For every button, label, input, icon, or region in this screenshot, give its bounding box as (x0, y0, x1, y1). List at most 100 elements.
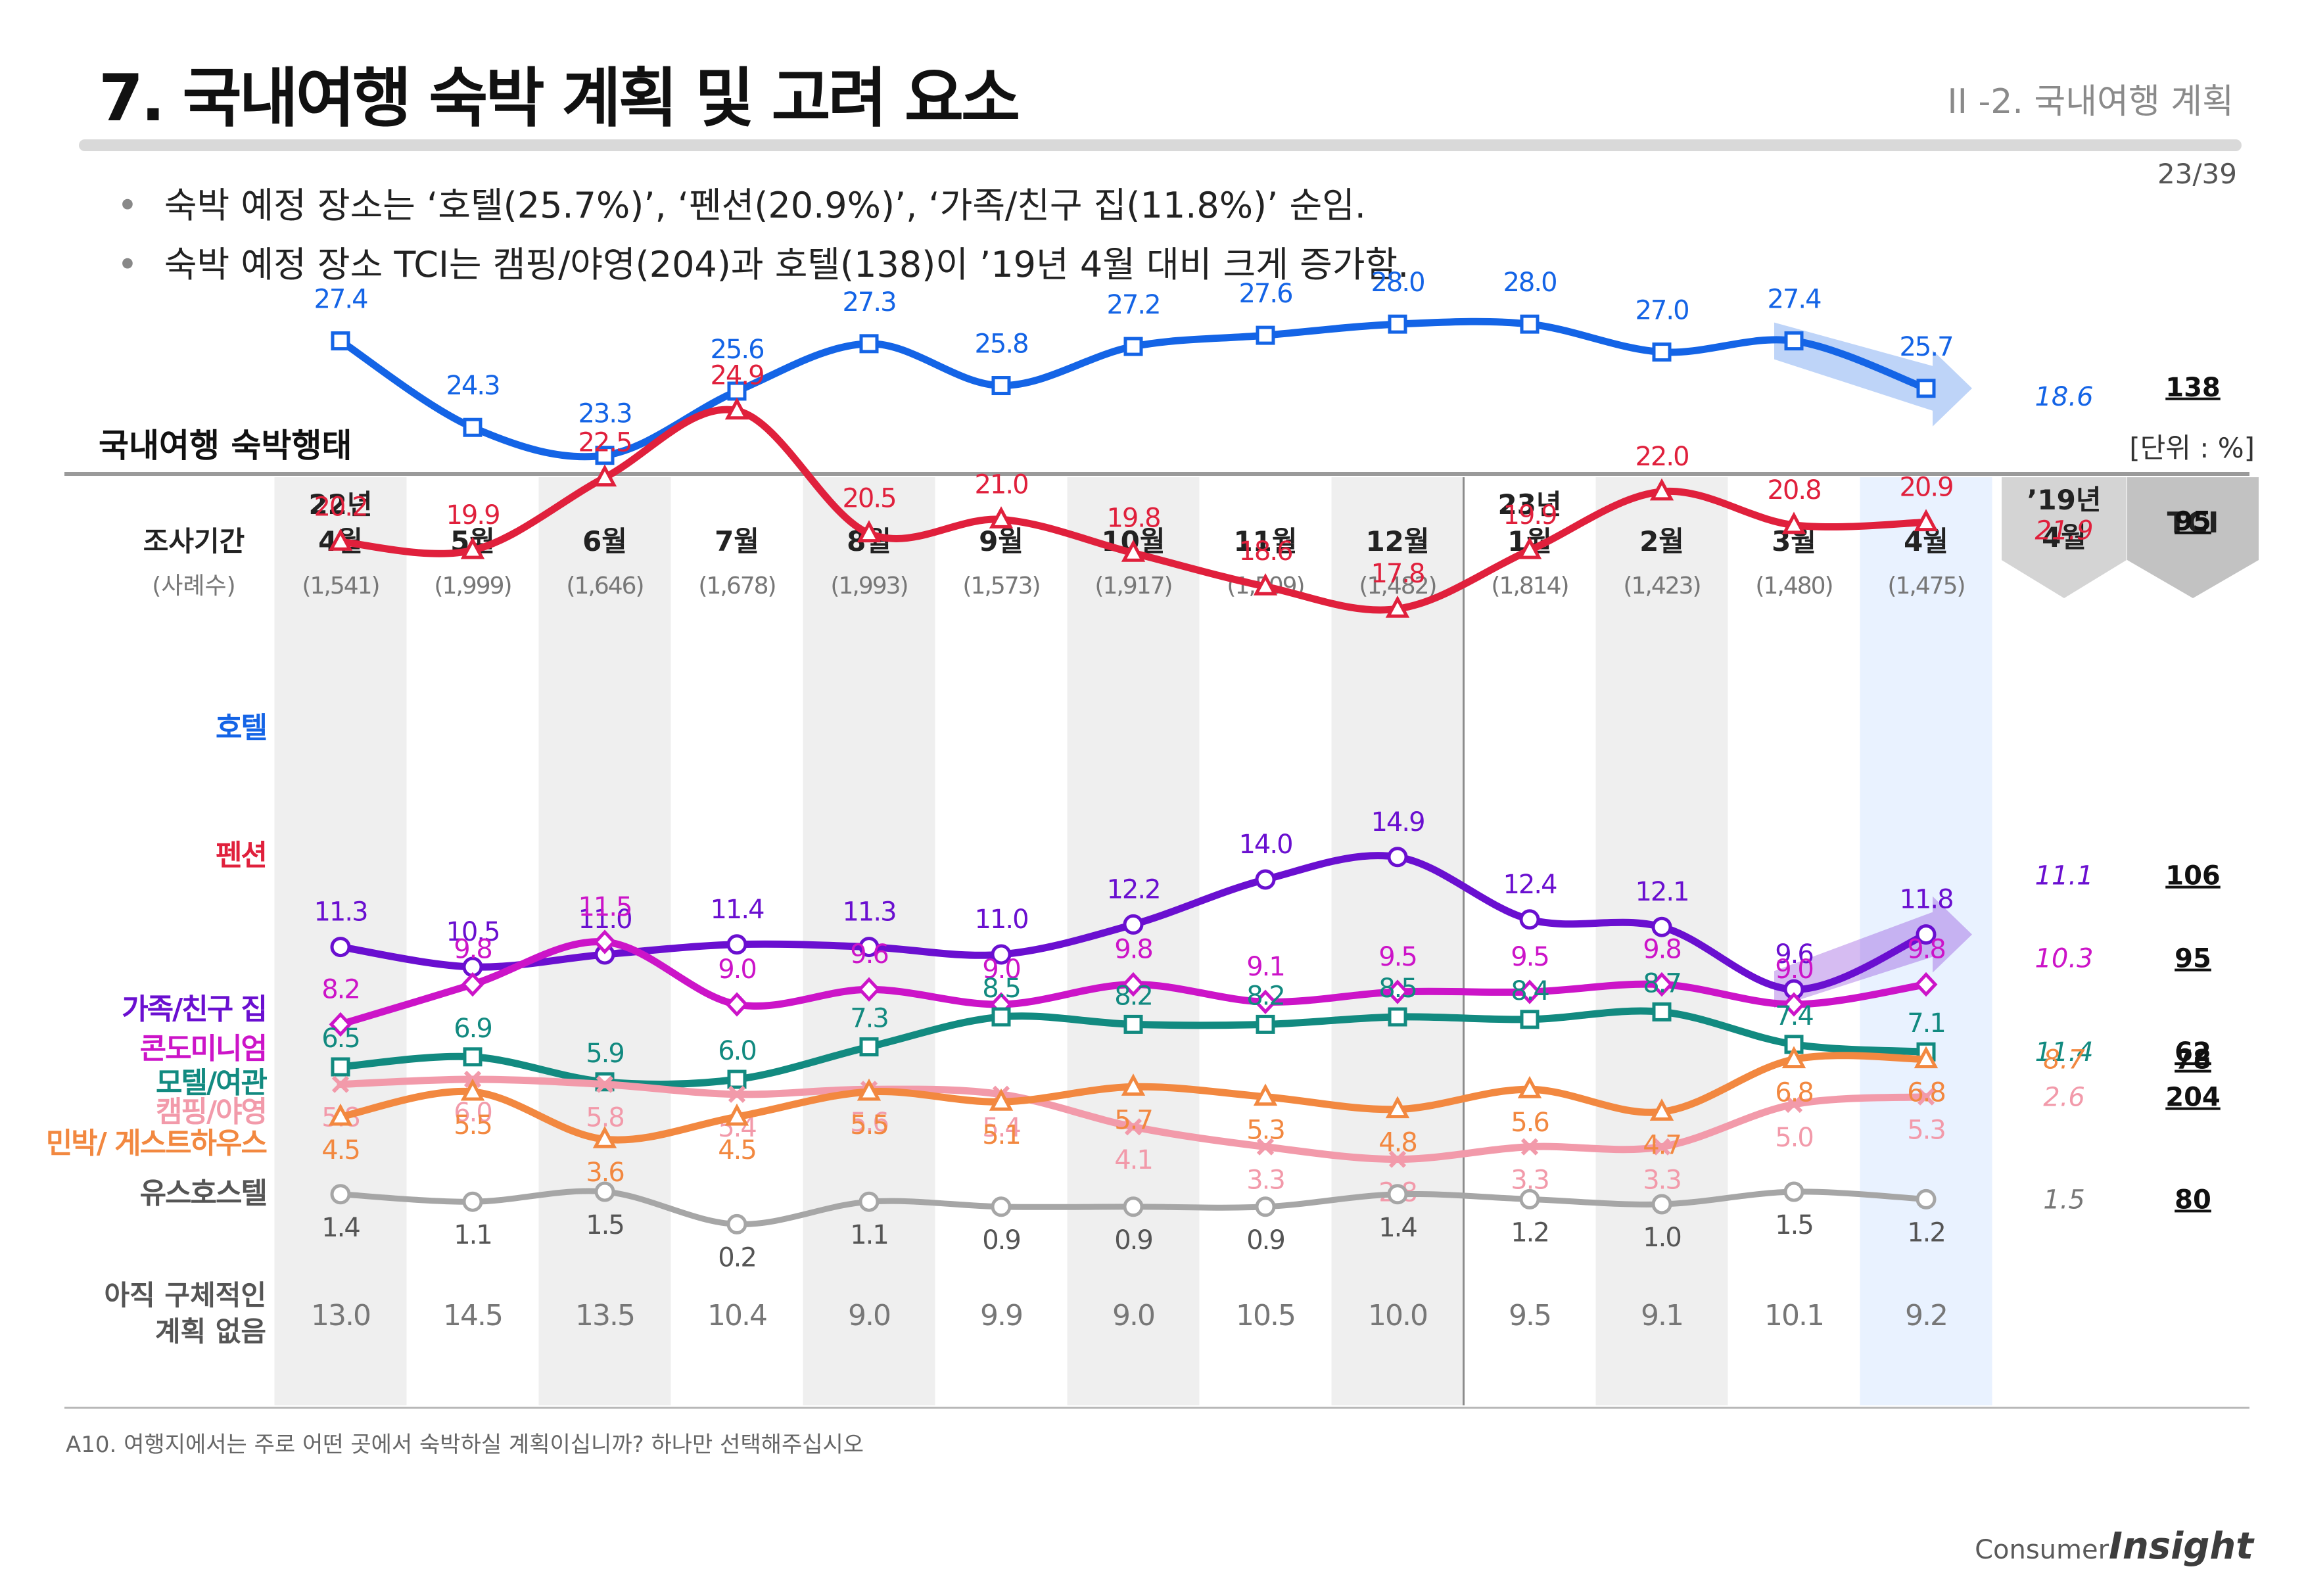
period-sample-size: (1,573) (962, 573, 1039, 599)
data-point-triangle (1121, 540, 1146, 562)
data-point-x (1124, 1118, 1142, 1136)
data-label: 9.6 (1775, 939, 1813, 970)
data-label: 9.0 (982, 954, 1020, 985)
data-label: 0.9 (1114, 1225, 1152, 1256)
data-label: 8.5 (1378, 974, 1417, 1004)
data-label: 28.0 (1503, 268, 1556, 298)
data-point-circle (726, 1213, 747, 1234)
data-label: 9.8 (1114, 935, 1152, 965)
data-label: 12.1 (1635, 877, 1688, 907)
data-point-x (596, 1075, 614, 1093)
bullet-dot: • (117, 185, 138, 226)
data-label: 11.4 (710, 895, 764, 925)
period-sample-size: (1,475) (1887, 573, 1964, 599)
data-label: 9.8 (1643, 935, 1681, 965)
no-plan-value: 9.2 (1905, 1299, 1947, 1332)
data-point-x (1388, 1150, 1407, 1168)
data-label: 1.0 (1643, 1223, 1681, 1253)
page-number: 23/39 (2157, 158, 2237, 190)
data-point-x (1917, 1088, 1935, 1106)
data-point-triangle (1385, 1096, 1410, 1119)
data-label: 20.5 (842, 484, 895, 514)
tci-value: 138 (2165, 373, 2221, 403)
chart-bottom-rule (64, 1407, 2249, 1409)
data-label: 25.7 (1899, 332, 1952, 362)
data-label: 9.1 (1246, 952, 1284, 982)
bullet-text-2: 숙박 예정 장소 TCI는 캠핑/야영(204)과 호텔(138)이 ’19년 … (164, 244, 1409, 285)
data-point-square (1784, 331, 1804, 351)
bullet-point-2: • 숙박 예정 장소 TCI는 캠핑/야영(204)과 호텔(138)이 ’19년… (117, 235, 1409, 287)
period-month: 6월 (582, 525, 627, 557)
data-label: 0.2 (718, 1242, 756, 1273)
no-plan-value: 10.0 (1368, 1299, 1427, 1332)
no-plan-label-line2: 계획 없음 (155, 1315, 266, 1348)
data-point-triangle (1253, 1083, 1278, 1106)
data-point-triangle (328, 528, 353, 551)
data-label: 10.5 (446, 917, 499, 947)
period-sample-size: (1,646) (566, 573, 643, 599)
data-point-diamond (857, 977, 881, 1002)
data-point-triangle (592, 464, 617, 487)
data-label: 1.4 (1378, 1213, 1417, 1243)
data-label: 19.9 (446, 500, 499, 530)
data-label: 5.6 (1511, 1108, 1549, 1138)
series-label: 모텔/여관 (156, 1066, 268, 1100)
data-label: 21.0 (974, 469, 1027, 500)
data-label: 4.5 (321, 1135, 360, 1165)
data-point-square (1652, 1002, 1672, 1021)
data-label: 6.0 (454, 1098, 492, 1128)
data-point-square (991, 376, 1011, 396)
data-point-x (1653, 1138, 1671, 1156)
tci-value: 80 (2175, 1185, 2211, 1215)
data-label: 9.6 (850, 939, 888, 970)
chart-title: 국내여행 숙박행태 (99, 427, 352, 465)
data-point-circle (330, 937, 351, 958)
data-label: 5.5 (850, 1110, 888, 1140)
data-label: 20.9 (1899, 473, 1952, 503)
data-label: 11.0 (578, 904, 631, 935)
data-label: 9.5 (1378, 942, 1417, 972)
data-label: 6.5 (321, 1023, 360, 1054)
data-label: 5.4 (982, 1113, 1020, 1143)
no-plan-label-line1: 아직 구체적인 (105, 1279, 266, 1311)
data-label: 3.3 (1246, 1165, 1284, 1196)
data-point-square (859, 334, 879, 354)
series-label: 민박/ 게스트하우스 (46, 1127, 267, 1160)
no-plan-value: 10.1 (1764, 1299, 1824, 1332)
comparison-header-month: 4월 (2042, 521, 2086, 553)
data-label: 4.8 (1378, 1128, 1417, 1158)
data-label: 27.4 (1767, 285, 1821, 315)
data-point-square (1256, 1014, 1275, 1034)
data-point-circle (1255, 1196, 1276, 1217)
data-point-circle (1519, 1188, 1540, 1209)
data-label: 0.9 (1246, 1225, 1284, 1256)
data-label: 22.0 (1635, 442, 1688, 472)
data-label: 14.0 (1238, 830, 1292, 860)
period-month: 2월 (1639, 525, 1684, 557)
data-point-diamond (1121, 972, 1145, 997)
series-label: 캠핑/야영 (156, 1095, 266, 1129)
data-label: 0.9 (982, 1225, 1020, 1256)
data-label: 5.6 (850, 1108, 888, 1138)
period-month: 11월 (1233, 525, 1297, 557)
data-point-square (859, 1037, 879, 1057)
data-label: 19.8 (1106, 503, 1160, 533)
comparison-header-year: ’19년 (2027, 484, 2101, 516)
tci-value: 95 (2175, 507, 2211, 537)
data-label: 25.6 (710, 335, 763, 365)
data-point-square (1123, 337, 1143, 356)
data-label: 8.2 (1246, 981, 1284, 1011)
data-label: 9.5 (1511, 942, 1549, 972)
data-point-triangle (460, 1078, 485, 1101)
data-label: 5.5 (454, 1110, 492, 1140)
data-label: 9.0 (718, 954, 756, 985)
data-label: 9.0 (1775, 954, 1813, 985)
data-point-circle (859, 937, 880, 958)
data-label: 1.5 (586, 1210, 624, 1240)
data-point-diamond (1782, 992, 1806, 1017)
sample-size-label: (사례수) (152, 573, 235, 599)
bullet-point-1: • 숙박 예정 장소는 ‘호텔(25.7%)’, ‘펜션(20.9%)’, ‘가족… (117, 176, 1366, 228)
data-point-square (595, 446, 615, 465)
data-label: 1.1 (850, 1220, 888, 1250)
